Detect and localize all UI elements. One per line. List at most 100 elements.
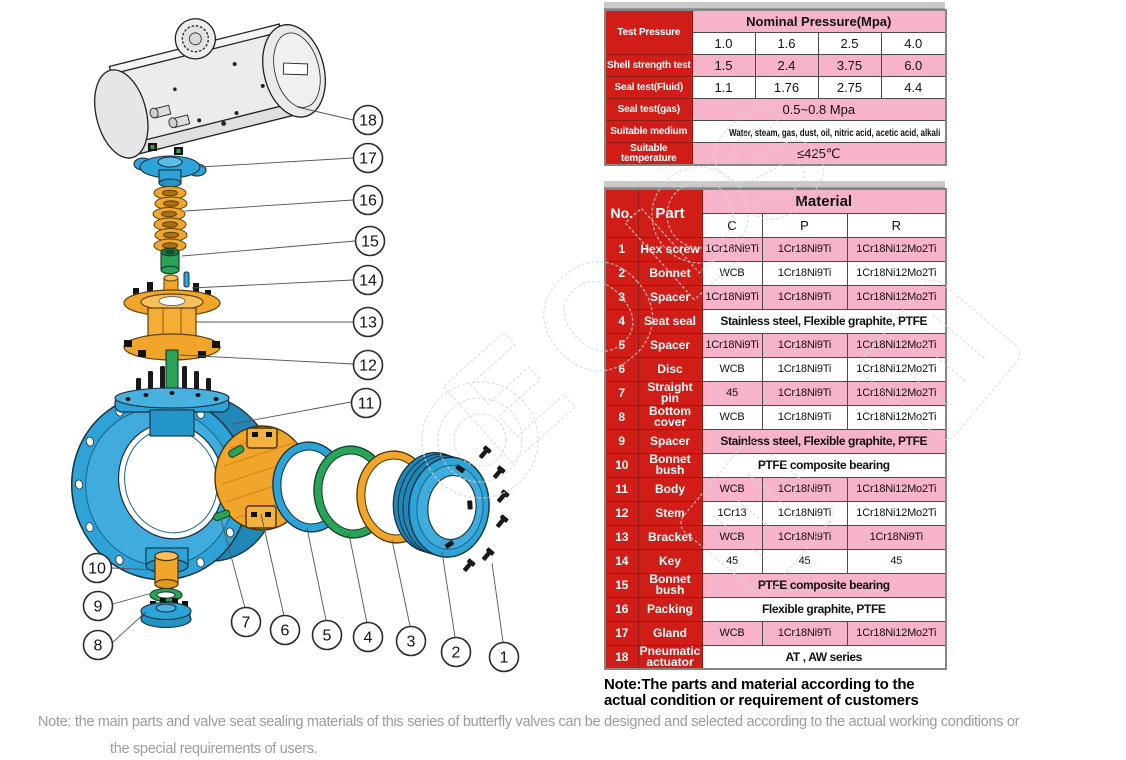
- table-cell: WCB: [701, 404, 763, 430]
- table-cell: 1Cr18Ni12Mo2Ti: [846, 620, 947, 646]
- table-cell: 1Cr18Ni9Ti: [761, 476, 848, 502]
- part-header: Part: [637, 188, 703, 238]
- table-cell: 10: [604, 452, 639, 478]
- table-cell: 1Cr18Ni9Ti: [761, 260, 848, 286]
- svg-text:14: 14: [359, 273, 377, 290]
- table-cell: 2.75: [817, 76, 882, 99]
- row-label: Shell strength test: [604, 54, 693, 77]
- svg-text:7: 7: [242, 615, 251, 632]
- footer-note-line1: Note: the main parts and valve seat seal…: [38, 714, 1020, 730]
- table-cell: 1Cr18Ni9Ti: [761, 380, 848, 406]
- table-cell: 3: [604, 284, 639, 310]
- table-cell: 1Cr18Ni9Ti: [761, 500, 848, 526]
- table-cell: Spacer: [637, 284, 703, 310]
- part-8-bottom-cover: [140, 598, 192, 629]
- part-7-straight-pin: [212, 509, 231, 522]
- table-top-strip: [604, 181, 945, 188]
- callout-4: 4: [352, 621, 384, 653]
- table-cell: 2.4: [754, 54, 819, 77]
- table-row: 17 Gland WCB 1Cr18Ni9Ti 1Cr18Ni12Mo2Ti: [604, 620, 947, 646]
- part-14-key: [183, 271, 190, 288]
- svg-text:9: 9: [94, 599, 103, 616]
- table-cell: 6: [604, 356, 639, 382]
- table-cell: Stem: [637, 500, 703, 526]
- callout-15: 15: [354, 225, 386, 257]
- table-cell: Flexible graphite, PTFE: [701, 596, 947, 622]
- callout-9: 9: [82, 590, 114, 622]
- exploded-valve-diagram: 18 17 16 15 14 13 12 11 10 9 8 7 6 5 4 3…: [70, 18, 520, 673]
- table-cell: ≤425℃: [691, 142, 947, 166]
- table-cell: Seat seal: [637, 308, 703, 334]
- grade-header-p: P: [761, 212, 848, 238]
- table-cell: 1Cr13: [701, 500, 763, 526]
- table-cell: Stainless steel, Flexible graphite, PTFE: [701, 428, 947, 454]
- material-table-body: 1 Hex screw 1Cr18Ni9Ti 1Cr18Ni9Ti 1Cr18Ni12M…: [604, 236, 947, 670]
- no-header: No.: [604, 188, 639, 238]
- table-cell: 4.0: [880, 32, 947, 55]
- table-row: Suitable medium Water, steam, gas, dust,…: [604, 120, 947, 143]
- table-cell: Water, steam, gas, dust, oil, nitric aci…: [691, 120, 947, 143]
- svg-text:1: 1: [500, 650, 509, 667]
- svg-text:16: 16: [359, 193, 377, 210]
- svg-text:10: 10: [88, 561, 106, 578]
- callout-12: 12: [352, 349, 384, 381]
- table-cell: 1Cr18Ni9Ti: [761, 404, 848, 430]
- table-cell: 14: [604, 548, 639, 574]
- table-cell: 1Cr18Ni12Mo2Ti: [846, 284, 947, 310]
- table-cell: Body: [637, 476, 703, 502]
- table-cell: 1Cr18Ni12Mo2Ti: [846, 260, 947, 286]
- table-cell: 5: [604, 332, 639, 358]
- callout-14: 14: [352, 264, 384, 296]
- table-cell: 1.1: [691, 76, 756, 99]
- table-cell: 15: [604, 572, 639, 598]
- table-cell: 6.0: [880, 54, 947, 77]
- test-pressure-table: Test Pressure Nominal Pressure(Mpa) 1.0 …: [604, 9, 948, 166]
- callout-1: 1: [488, 641, 520, 673]
- table-cell: 1Cr18Ni12Mo2Ti: [846, 236, 947, 262]
- table-row: 8 Bottom cover WCB 1Cr18Ni9Ti 1Cr18Ni12Mo2Ti: [604, 404, 947, 430]
- table-row: 18 Pneumatic actuator AT , AW series: [604, 644, 947, 670]
- table-row: 1 Hex screw 1Cr18Ni9Ti 1Cr18Ni9Ti 1Cr18Ni12M…: [604, 236, 947, 262]
- svg-text:5: 5: [323, 628, 332, 645]
- table-cell: 1.0: [691, 32, 756, 55]
- material-table: No. Part Material C P R 1 Hex screw 1Cr18N…: [604, 188, 948, 670]
- material-note-line2: actual condition or requirement of custo…: [604, 691, 919, 709]
- svg-text:6: 6: [281, 623, 290, 640]
- table-row: 11 Body WCB 1Cr18Ni9Ti 1Cr18Ni12Mo2Ti: [604, 476, 947, 502]
- table-cell: Bonnet: [637, 260, 703, 286]
- table-cell: 1Cr18Ni9Ti: [761, 236, 848, 262]
- leader-lines: [111, 106, 504, 643]
- table-cell: 1.6: [754, 32, 819, 55]
- table-cell: Bracket: [637, 524, 703, 550]
- table-cell: 18: [604, 644, 639, 670]
- table-cell: WCB: [701, 356, 763, 382]
- part-17-gland: [133, 143, 207, 188]
- table-cell: 2: [604, 260, 639, 286]
- callout-11: 11: [350, 387, 382, 419]
- table-cell: 1Cr18Ni9Ti: [846, 524, 947, 550]
- table-cell: 1Cr18Ni12Mo2Ti: [846, 500, 947, 526]
- grade-header-r: R: [846, 212, 947, 238]
- callout-5: 5: [311, 619, 343, 651]
- table-cell: 8: [604, 404, 639, 430]
- callout-10: 10: [81, 552, 113, 584]
- table-cell: Key: [637, 548, 703, 574]
- material-header: Material: [701, 188, 947, 214]
- table-cell: 1Cr18Ni9Ti: [761, 356, 848, 382]
- table-cell: Packing: [637, 596, 703, 622]
- callout-2: 2: [440, 636, 472, 668]
- material-note-line1: Note:The parts and material according to…: [604, 676, 915, 693]
- table-cell: 0.5~0.8 Mpa: [691, 98, 947, 121]
- table-cell: 4.4: [880, 76, 947, 99]
- svg-text:15: 15: [361, 234, 379, 251]
- table-cell: WCB: [701, 476, 763, 502]
- table-cell: 1Cr18Ni9Ti: [761, 332, 848, 358]
- table-cell: 1Cr18Ni9Ti: [761, 524, 848, 550]
- grade-header-c: C: [701, 212, 763, 238]
- svg-text:2: 2: [452, 645, 461, 662]
- table-cell: 12: [604, 500, 639, 526]
- callout-13: 13: [352, 306, 384, 338]
- table-cell: 1Cr18Ni9Ti: [761, 620, 848, 646]
- material-note: Note:The parts and material according to…: [604, 677, 945, 708]
- table-cell: 1Cr18Ni12Mo2Ti: [846, 404, 947, 430]
